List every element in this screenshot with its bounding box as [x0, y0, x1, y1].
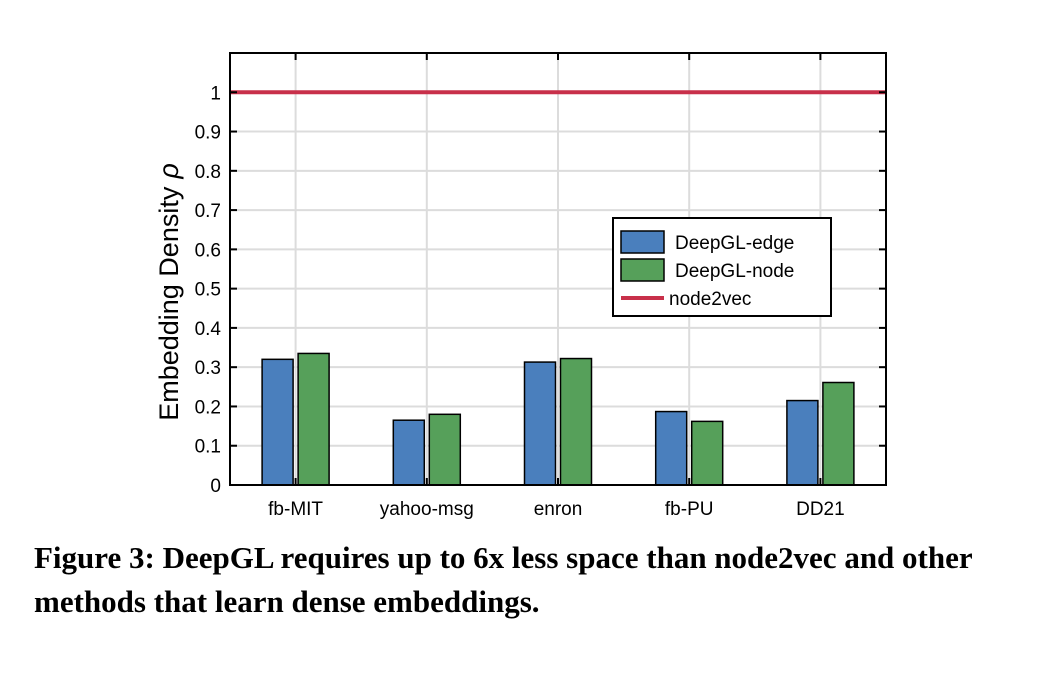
- x-tick-labels: fb-MIT yahoo-msg enron fb-PU DD21: [268, 499, 845, 520]
- y-axis-label-symbol: ρ: [154, 163, 184, 179]
- y-tick-label: 0.7: [195, 201, 221, 222]
- y-tick-label: 0.3: [195, 358, 221, 379]
- x-tick-label: fb-PU: [665, 499, 714, 520]
- chart: fb-MIT yahoo-msg enron fb-PU DD21 0 0.1 0.2 0.3…: [154, 52, 887, 520]
- legend-label: DeepGL-edge: [675, 233, 794, 254]
- y-tick-label: 0.2: [195, 397, 221, 418]
- bar-deepgl-edge-fb-mit: [261, 358, 294, 486]
- legend: DeepGL-edge DeepGL-node node2vec: [612, 217, 832, 317]
- bar-deepgl-node-fb-mit: [297, 352, 330, 486]
- y-tick-label: 0.4: [195, 319, 222, 340]
- y-tick-label: 0.9: [195, 123, 221, 144]
- bar-deepgl-edge-dd21: [786, 399, 819, 486]
- y-axis-label-text: Embedding Density: [154, 186, 184, 421]
- y-tick-label: 0.6: [195, 240, 221, 261]
- bar-deepgl-node-yahoo-msg: [428, 413, 462, 486]
- y-axis-label: Embedding Density ρ: [154, 163, 184, 421]
- bar-deepgl-edge-fb-pu: [654, 410, 688, 486]
- x-tick-label: enron: [534, 499, 583, 520]
- y-tick-labels: 0 0.1 0.2 0.3 0.4 0.5 0.6 0.7 0.8 0.9 1: [195, 83, 222, 497]
- figure-caption: Figure 3: DeepGL requires up to 6x less …: [34, 540, 973, 619]
- y-tick-label: 0.5: [195, 280, 221, 301]
- legend-label: node2vec: [669, 289, 751, 310]
- y-tick-label: 0.1: [195, 437, 221, 458]
- legend-swatch-deepgl-node: [620, 258, 665, 282]
- axes: [229, 52, 887, 486]
- bar-deepgl-edge-yahoo-msg: [392, 419, 426, 486]
- y-tick-label: 1: [210, 83, 221, 104]
- y-tick-label: 0.8: [195, 162, 221, 183]
- bar-deepgl-node-fb-pu: [690, 420, 724, 486]
- legend-label: DeepGL-node: [675, 261, 794, 282]
- x-tick-label: yahoo-msg: [380, 499, 474, 520]
- y-tick-label: 0: [210, 476, 221, 497]
- legend-swatch-deepgl-edge: [620, 230, 665, 254]
- bar-deepgl-edge-enron: [523, 361, 557, 486]
- bar-deepgl-node-dd21: [822, 381, 855, 486]
- bar-deepgl-node-enron: [559, 357, 593, 486]
- x-tick-label: fb-MIT: [268, 499, 323, 520]
- x-tick-label: DD21: [796, 499, 845, 520]
